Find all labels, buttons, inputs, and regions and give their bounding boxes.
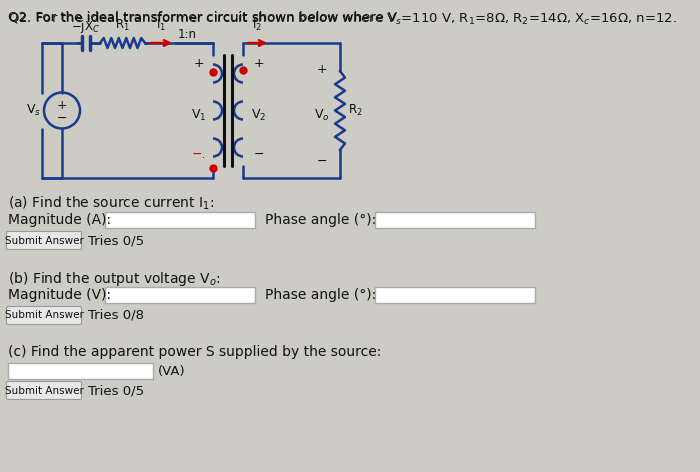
Text: −: − <box>316 155 328 168</box>
Text: Magnitude (V):: Magnitude (V): <box>8 288 111 302</box>
Text: −: − <box>57 112 67 125</box>
Text: Q2. For the ideal transformer circuit shown below where V$_s$=110 V, R$_1$=8Ω, R: Q2. For the ideal transformer circuit sh… <box>8 11 677 27</box>
Text: +: + <box>253 57 265 70</box>
Text: Submit Answer: Submit Answer <box>5 236 83 245</box>
Text: Submit Answer: Submit Answer <box>5 386 83 396</box>
Text: +: + <box>316 63 328 76</box>
Text: Tries 0/5: Tries 0/5 <box>88 234 144 247</box>
Text: R$_1$: R$_1$ <box>115 18 130 33</box>
Text: +: + <box>194 57 204 70</box>
Text: −jX$_C$: −jX$_C$ <box>71 18 101 35</box>
Text: (VA): (VA) <box>158 364 186 378</box>
Text: Submit Answer: Submit Answer <box>5 311 83 320</box>
Text: 1:n: 1:n <box>178 28 197 41</box>
Bar <box>375 287 535 303</box>
Text: Magnitude (A):: Magnitude (A): <box>8 213 111 227</box>
Text: (c) Find the apparent power S supplied by the source:: (c) Find the apparent power S supplied b… <box>8 345 382 359</box>
Text: −.: −. <box>192 148 206 161</box>
Text: Phase angle (°):: Phase angle (°): <box>265 288 377 302</box>
Text: (b) Find the output voltage V$_o$:: (b) Find the output voltage V$_o$: <box>8 270 220 288</box>
Text: −: − <box>253 148 265 161</box>
Text: V$_o$: V$_o$ <box>314 108 330 123</box>
Text: V$_1$: V$_1$ <box>191 108 206 123</box>
Bar <box>105 287 255 303</box>
FancyBboxPatch shape <box>6 306 81 325</box>
Text: R$_2$: R$_2$ <box>348 103 363 118</box>
Text: Q2. For the ideal transformer circuit shown below where V: Q2. For the ideal transformer circuit sh… <box>8 11 398 24</box>
Text: (a) Find the source current I$_1$:: (a) Find the source current I$_1$: <box>8 195 214 212</box>
Text: V$_2$: V$_2$ <box>251 108 267 123</box>
Text: I$_1$: I$_1$ <box>157 18 167 33</box>
Text: I$_2$: I$_2$ <box>253 18 262 33</box>
FancyBboxPatch shape <box>6 231 81 250</box>
Text: V$_s$: V$_s$ <box>26 103 41 118</box>
Text: Phase angle (°):: Phase angle (°): <box>265 213 377 227</box>
Text: Tries 0/8: Tries 0/8 <box>88 309 144 322</box>
Bar <box>105 212 255 228</box>
FancyBboxPatch shape <box>6 381 81 399</box>
Text: +: + <box>57 99 67 112</box>
Bar <box>375 212 535 228</box>
Bar <box>8 363 153 379</box>
Text: Tries 0/5: Tries 0/5 <box>88 384 144 397</box>
